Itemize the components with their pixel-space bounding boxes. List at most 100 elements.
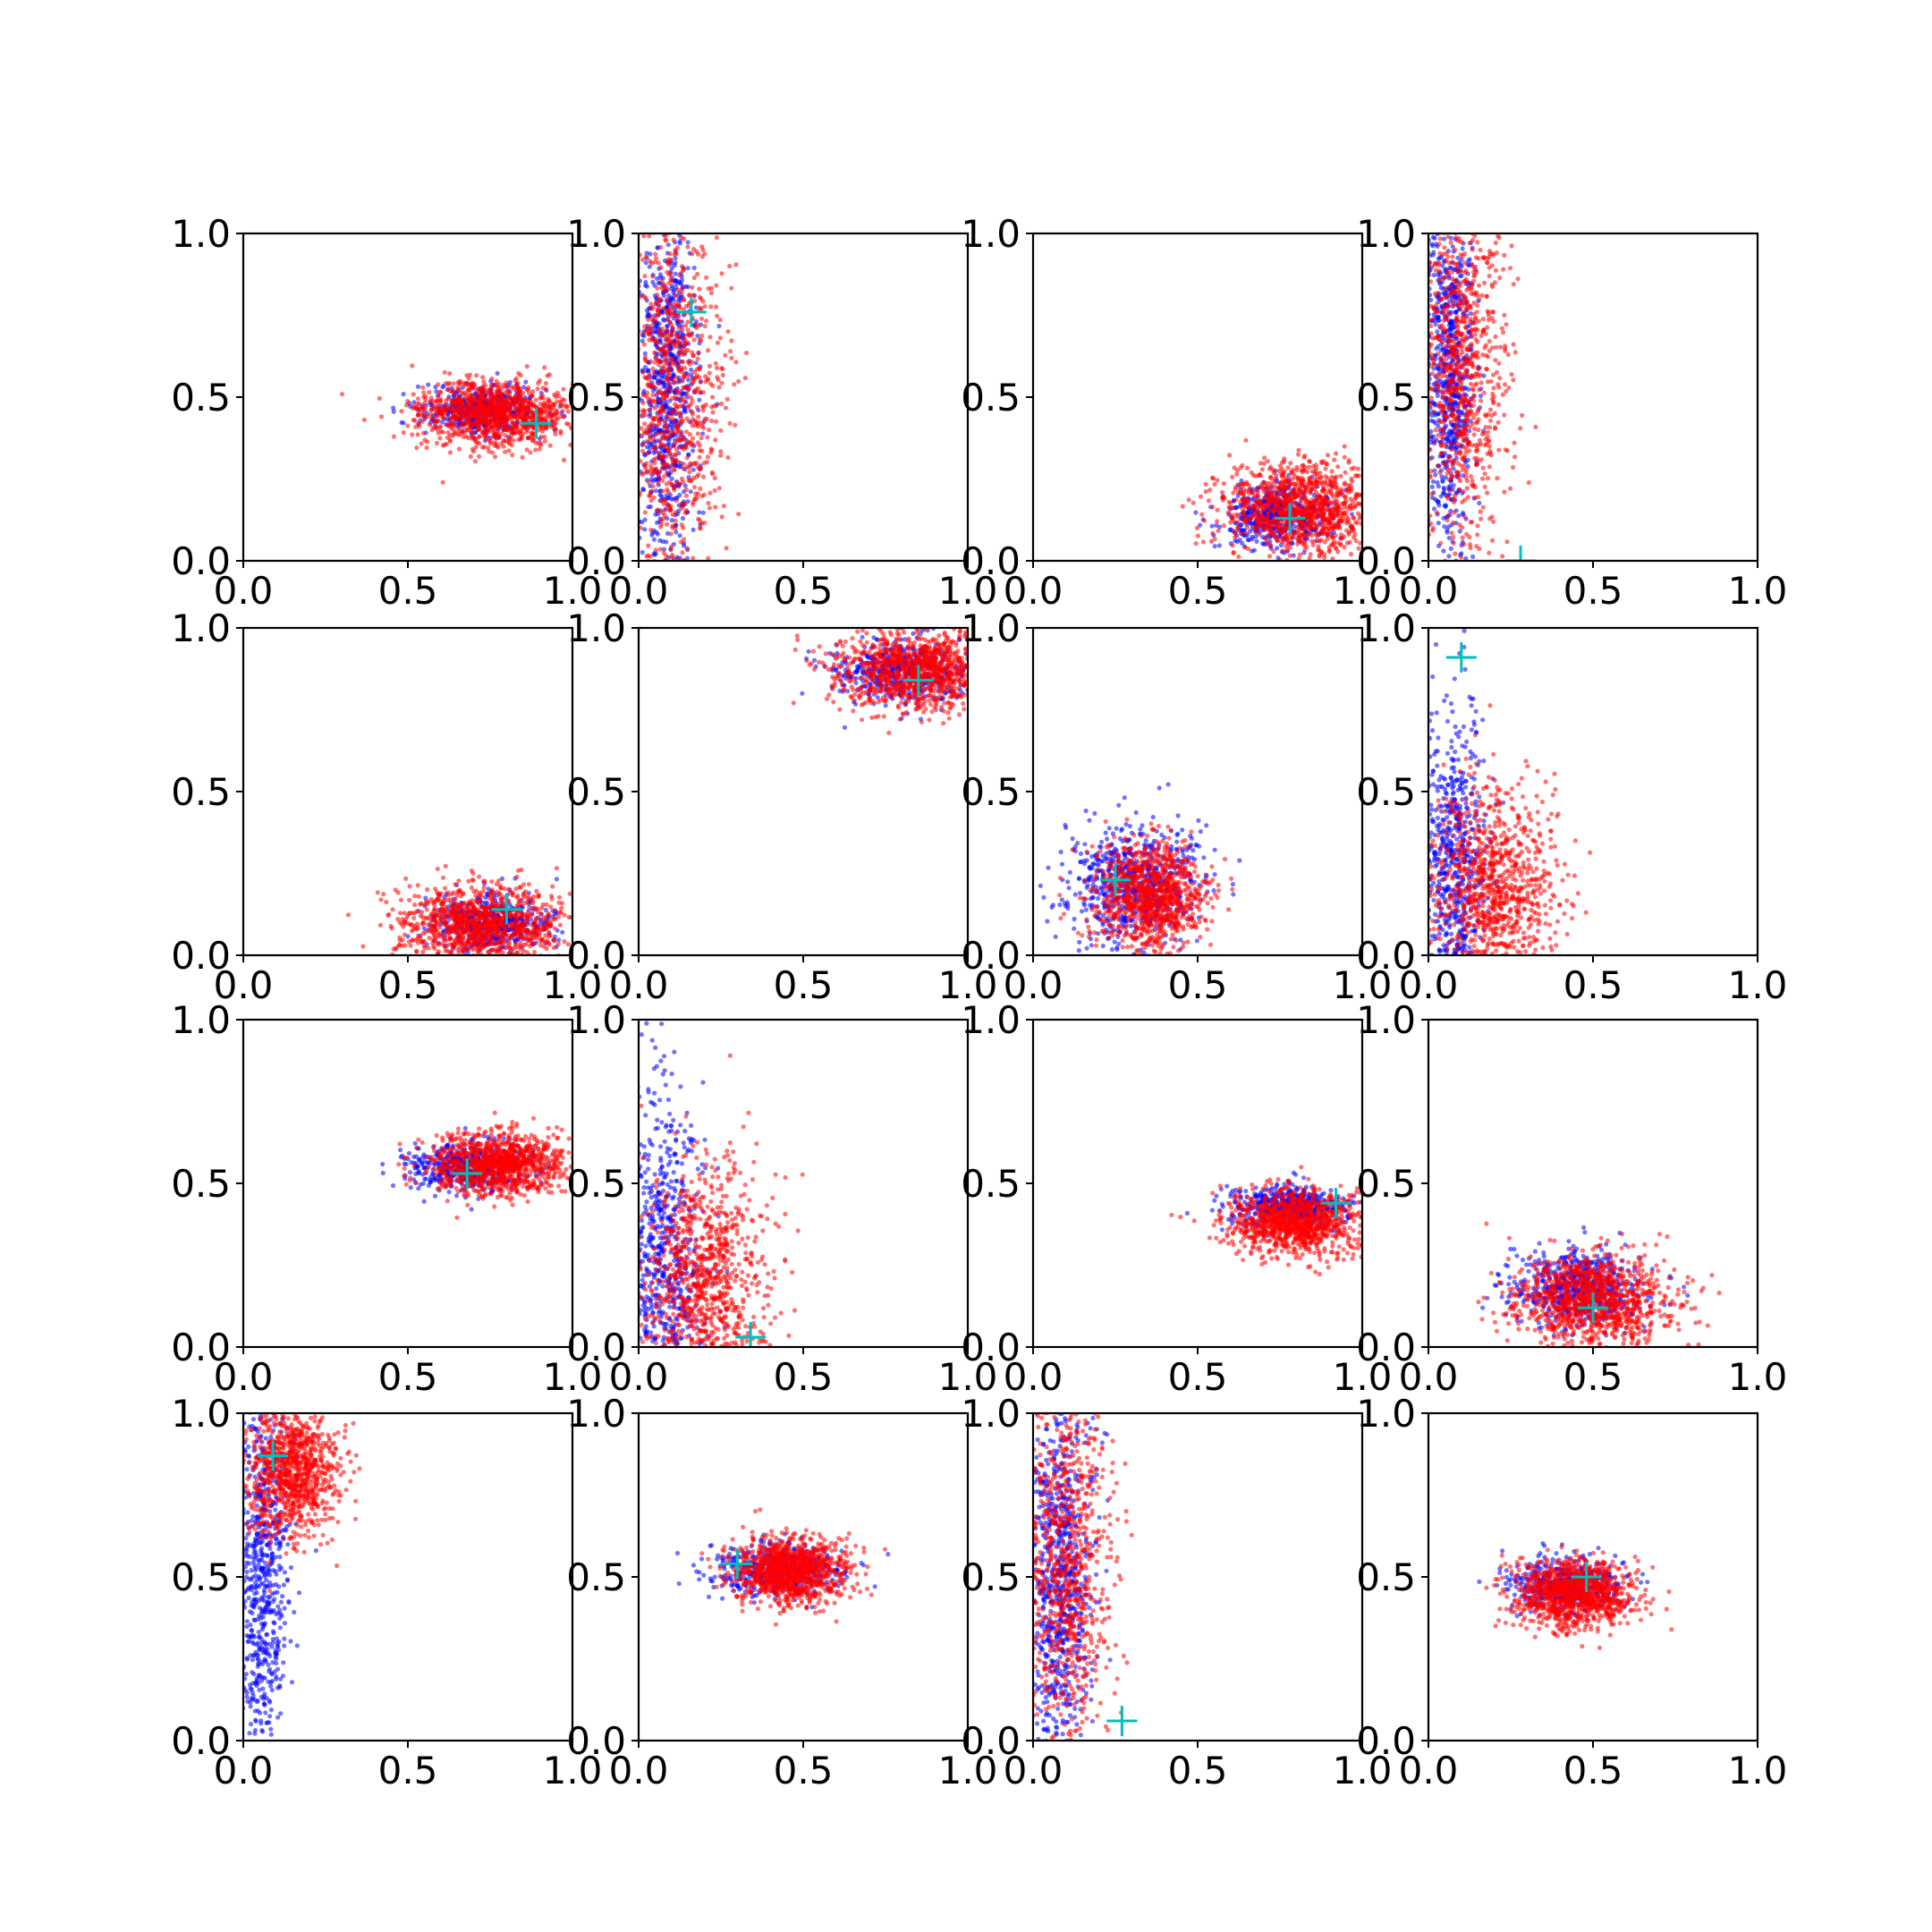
scatter-point bbox=[694, 461, 699, 466]
scatter-point bbox=[685, 404, 691, 411]
scatter-point bbox=[1243, 437, 1249, 443]
scatter-point bbox=[646, 543, 651, 548]
scatter-point bbox=[691, 353, 696, 359]
scatter-point bbox=[1228, 520, 1233, 525]
scatter-point bbox=[458, 378, 463, 384]
scatter-point bbox=[361, 417, 367, 422]
scatter-point bbox=[706, 555, 711, 561]
scatter-point bbox=[1291, 553, 1296, 558]
scatter-point bbox=[440, 415, 445, 420]
scatter-point bbox=[525, 408, 530, 413]
scatter-point bbox=[669, 496, 674, 502]
scatter-point bbox=[678, 379, 683, 385]
scatter-point bbox=[1352, 496, 1358, 502]
scatter-point bbox=[654, 423, 659, 428]
scatter-point bbox=[674, 411, 680, 416]
scatter-point bbox=[1233, 505, 1239, 511]
scatter-point bbox=[470, 422, 475, 428]
scatter-point bbox=[699, 436, 704, 441]
scatter-point bbox=[647, 493, 652, 498]
scatter-point bbox=[672, 251, 677, 257]
scatter-point bbox=[487, 419, 493, 424]
scatter-point bbox=[1301, 527, 1306, 532]
scatter-point bbox=[655, 430, 660, 436]
scatter-point bbox=[673, 402, 678, 407]
scatter-point bbox=[667, 373, 673, 378]
scatter-point bbox=[698, 379, 703, 385]
x-tick-label: 0.5 bbox=[774, 569, 834, 613]
scatter-point bbox=[642, 527, 648, 532]
scatter-point bbox=[677, 436, 682, 443]
scatter-point bbox=[679, 522, 684, 528]
scatter-point bbox=[424, 445, 429, 451]
scatter-point bbox=[1306, 498, 1311, 504]
scatter-point bbox=[714, 304, 719, 309]
scatter-point bbox=[1281, 519, 1286, 525]
scatter-point bbox=[560, 408, 565, 413]
scatter-point bbox=[673, 518, 678, 523]
scatter-point bbox=[642, 324, 648, 329]
scatter-point bbox=[700, 403, 706, 409]
scatter-point bbox=[725, 329, 731, 335]
scatter-point bbox=[1275, 489, 1281, 496]
scatter-point bbox=[428, 412, 434, 418]
scatter-point bbox=[1308, 490, 1313, 496]
scatter-point bbox=[377, 395, 382, 402]
scatter-point bbox=[1309, 502, 1314, 507]
scatter-point bbox=[665, 428, 671, 433]
scatter-point bbox=[694, 404, 700, 411]
scatter-point bbox=[451, 401, 456, 406]
scatter-point bbox=[679, 476, 685, 482]
scatter-point bbox=[1308, 552, 1313, 557]
scatter-point bbox=[657, 437, 663, 443]
scatter-point bbox=[419, 419, 425, 424]
scatter-point bbox=[698, 338, 704, 343]
scatter-point bbox=[673, 452, 678, 457]
scatter-point bbox=[528, 450, 533, 455]
scatter-point bbox=[430, 398, 436, 403]
scatter-point bbox=[640, 448, 646, 453]
scatter-point bbox=[1237, 538, 1242, 543]
scatter-point bbox=[674, 390, 681, 395]
scatter-point bbox=[1291, 481, 1296, 487]
scatter-point bbox=[526, 435, 531, 441]
scatter-point bbox=[708, 490, 713, 496]
scatter-point bbox=[378, 414, 385, 419]
scatter-point bbox=[697, 397, 702, 402]
scatter-point bbox=[1305, 470, 1310, 475]
scatter-point bbox=[716, 323, 722, 329]
scatter-point bbox=[505, 426, 512, 431]
scatter-point bbox=[530, 389, 536, 394]
scatter-point bbox=[1241, 481, 1247, 487]
scatter-point bbox=[691, 275, 698, 281]
scatter-point bbox=[1348, 503, 1353, 508]
scatter-point bbox=[1283, 479, 1288, 485]
scatter-point bbox=[725, 454, 731, 461]
scatter-point bbox=[648, 400, 653, 405]
scatter-point bbox=[644, 461, 649, 466]
scatter-point bbox=[1193, 510, 1199, 515]
scatter-point bbox=[648, 359, 654, 364]
scatter-point bbox=[648, 468, 654, 473]
scatter-point bbox=[1210, 530, 1216, 536]
scatter-point bbox=[685, 327, 691, 333]
scatter-point bbox=[462, 429, 468, 435]
scatter-point bbox=[1330, 556, 1335, 561]
scatter-point bbox=[642, 274, 648, 279]
scatter-point bbox=[1302, 547, 1308, 553]
scatter-point bbox=[1297, 487, 1302, 493]
scatter-point bbox=[499, 430, 504, 436]
scatter-point bbox=[1301, 454, 1307, 460]
scatter-point bbox=[712, 487, 717, 494]
series-red-points bbox=[339, 363, 572, 485]
scatter-point bbox=[1231, 550, 1236, 556]
scatter-point bbox=[681, 466, 686, 471]
scatter-point bbox=[1348, 551, 1354, 557]
scatter-point bbox=[1314, 483, 1319, 488]
scatter-point bbox=[699, 333, 705, 338]
scatter-point bbox=[708, 304, 714, 309]
scatter-point bbox=[648, 313, 654, 319]
x-tick-label: 0.5 bbox=[1168, 569, 1228, 613]
scatter-point bbox=[1346, 460, 1352, 465]
scatter-point bbox=[1328, 487, 1334, 493]
